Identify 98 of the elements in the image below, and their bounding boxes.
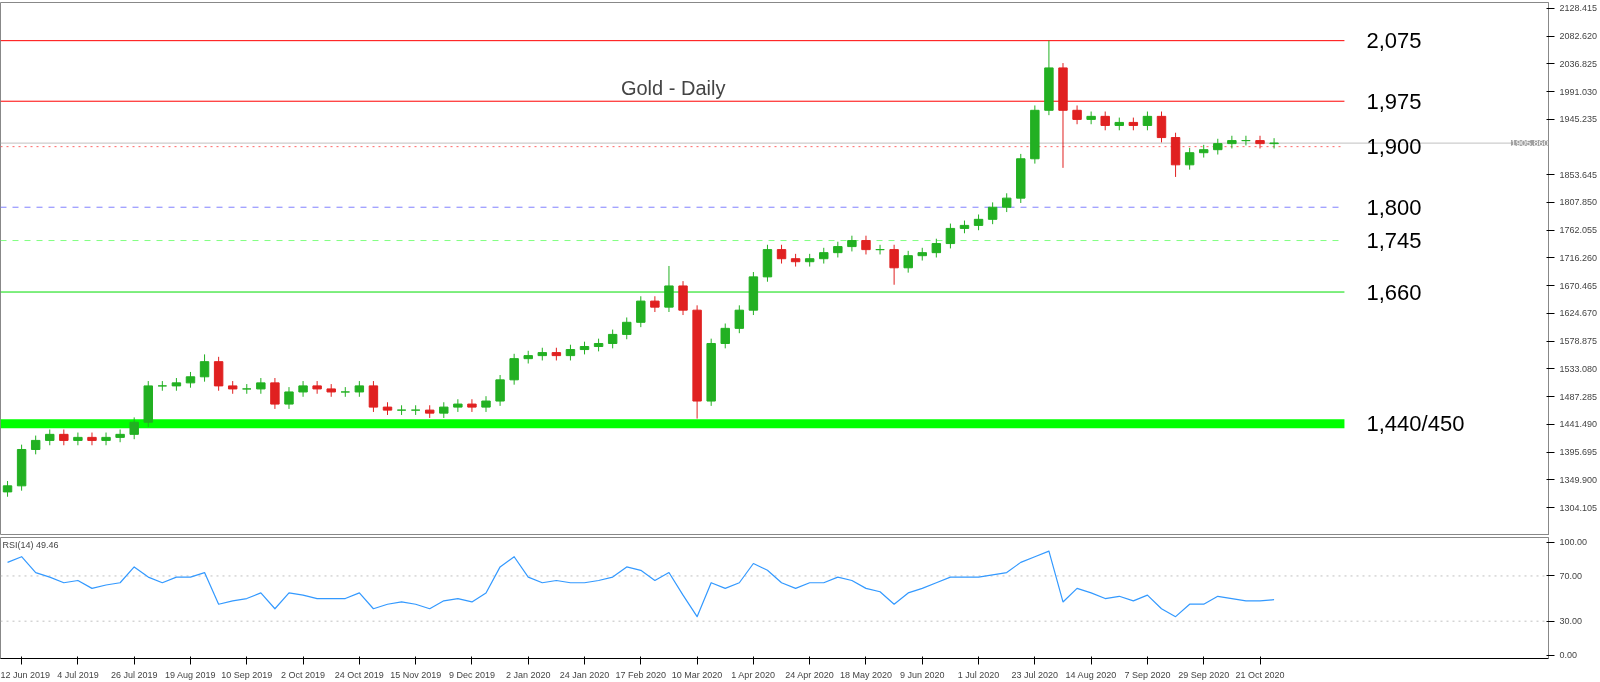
candlestick bbox=[495, 374, 505, 407]
candlestick bbox=[129, 416, 139, 440]
y-tick-label: 1716.260 bbox=[1559, 252, 1598, 263]
x-tick-label: 17 Feb 2020 bbox=[615, 669, 667, 680]
candlestick bbox=[903, 250, 913, 274]
candlestick bbox=[1142, 111, 1153, 131]
y-tick-label: 1853.645 bbox=[1559, 169, 1598, 180]
candlestick bbox=[115, 429, 125, 443]
candlestick bbox=[1072, 104, 1082, 125]
candlestick bbox=[861, 235, 871, 255]
text: Gold - Daily bbox=[620, 76, 726, 99]
candlestick bbox=[622, 316, 632, 340]
candlestick bbox=[298, 380, 308, 398]
y-tick-label: 1991.030 bbox=[1559, 86, 1598, 97]
y-tick-label: 1487.285 bbox=[1559, 391, 1598, 402]
y-tick-label: 1533.080 bbox=[1559, 363, 1598, 374]
ref-line-label: 1,745 bbox=[1366, 228, 1422, 254]
candlestick bbox=[847, 235, 857, 252]
candlestick bbox=[987, 201, 998, 225]
candlestick bbox=[368, 380, 379, 413]
x-tick-label: 24 Oct 2019 bbox=[334, 669, 384, 680]
candlestick bbox=[509, 353, 519, 386]
y-tick-label: 2036.825 bbox=[1559, 58, 1598, 69]
candlestick bbox=[607, 329, 618, 349]
candlestick bbox=[284, 386, 294, 410]
x-tick-label: 10 Sep 2019 bbox=[221, 669, 273, 680]
x-tick-label: 18 May 2020 bbox=[839, 669, 892, 680]
candlestick bbox=[481, 395, 491, 413]
line-series bbox=[6, 550, 1275, 618]
x-tick-label: 7 Sep 2020 bbox=[1124, 669, 1171, 680]
candlestick bbox=[1184, 147, 1195, 171]
x-tick-label: 10 Mar 2020 bbox=[671, 669, 723, 680]
candlestick bbox=[1001, 192, 1012, 213]
y-tick-label: 0.00 bbox=[1559, 650, 1578, 661]
x-tick-label: 4 Jul 2019 bbox=[57, 669, 99, 680]
y-tick-label: 1807.850 bbox=[1559, 197, 1598, 208]
x-tick-label: 24 Jan 2020 bbox=[559, 669, 610, 680]
candlestick bbox=[87, 432, 97, 446]
x-tick-label: 1 Apr 2020 bbox=[731, 669, 775, 680]
y-tick-label: 1578.875 bbox=[1559, 336, 1598, 347]
candlestick bbox=[101, 432, 111, 446]
x-tick-label: 19 Aug 2019 bbox=[164, 669, 216, 680]
y-tick-label: 100.00 bbox=[1559, 537, 1588, 548]
candlestick bbox=[1086, 111, 1096, 125]
y-tick-label: 1441.490 bbox=[1559, 419, 1598, 430]
band-label: 1,440/450 bbox=[1366, 411, 1465, 437]
candlestick bbox=[270, 377, 280, 410]
ref-line-label: 2,075 bbox=[1366, 28, 1422, 54]
candlestick bbox=[945, 223, 956, 249]
y-tick-label: 1304.105 bbox=[1559, 502, 1598, 513]
y-tick-label: 30.00 bbox=[1559, 616, 1583, 627]
y-tick-label: 2082.620 bbox=[1559, 31, 1598, 42]
candlestick bbox=[720, 323, 730, 349]
x-tick-label: 14 Aug 2020 bbox=[1065, 669, 1117, 680]
ref-line-label: 1,800 bbox=[1366, 194, 1422, 220]
x-tick-label: 12 Jun 2019 bbox=[0, 669, 51, 680]
ref-line-label: 1,660 bbox=[1366, 279, 1422, 305]
x-tick-label: 26 Jul 2019 bbox=[110, 669, 158, 680]
y-tick-label: 2128.415 bbox=[1559, 3, 1598, 14]
candlestick bbox=[1100, 111, 1110, 131]
x-tick-label: 23 Jul 2020 bbox=[1011, 669, 1059, 680]
candlestick bbox=[734, 304, 745, 334]
candlestick bbox=[73, 432, 83, 446]
y-tick-label: 70.00 bbox=[1559, 570, 1583, 581]
ref-line-label: 1905.860 bbox=[1510, 138, 1549, 149]
candlestick bbox=[776, 244, 787, 265]
y-tick-label: 1349.900 bbox=[1559, 474, 1598, 485]
candlestick bbox=[199, 353, 210, 383]
candlestick bbox=[931, 238, 942, 258]
y-tick-label: 1945.235 bbox=[1559, 114, 1598, 125]
candlestick bbox=[453, 398, 463, 413]
x-tick-label: 15 Nov 2019 bbox=[390, 669, 442, 680]
candlestick bbox=[1269, 137, 1279, 149]
x-tick-label: 29 Sep 2020 bbox=[1178, 669, 1230, 680]
x-tick-label: 2 Jan 2020 bbox=[505, 669, 551, 680]
y-tick-label: 1395.695 bbox=[1559, 447, 1598, 458]
candlestick bbox=[1255, 135, 1265, 149]
candlestick bbox=[889, 244, 899, 286]
y-tick-label: 1670.465 bbox=[1559, 280, 1598, 291]
y-tick-label: 1624.670 bbox=[1559, 308, 1598, 319]
candlestick bbox=[1156, 111, 1167, 143]
x-tick-label: 2 Oct 2019 bbox=[281, 669, 326, 680]
x-tick-label: 9 Dec 2019 bbox=[448, 669, 495, 680]
y-tick-label: 1762.055 bbox=[1559, 225, 1598, 236]
ref-line-label: 1,975 bbox=[1366, 88, 1422, 114]
chart-title: RSI(14) 49.46 bbox=[2, 539, 59, 550]
ref-line-label: 1,900 bbox=[1366, 134, 1422, 160]
x-tick-label: 1 Jul 2020 bbox=[957, 669, 1000, 680]
candlestick bbox=[650, 295, 660, 313]
candlestick bbox=[664, 265, 674, 313]
x-tick-label: 21 Oct 2020 bbox=[1235, 669, 1285, 680]
candlestick bbox=[1227, 135, 1237, 149]
candlestick bbox=[636, 295, 646, 328]
x-tick-label: 24 Apr 2020 bbox=[785, 669, 834, 680]
x-tick-label: 9 Jun 2020 bbox=[899, 669, 945, 680]
candlestick bbox=[30, 435, 41, 455]
candlestick bbox=[312, 380, 322, 395]
candlestick bbox=[467, 398, 477, 413]
